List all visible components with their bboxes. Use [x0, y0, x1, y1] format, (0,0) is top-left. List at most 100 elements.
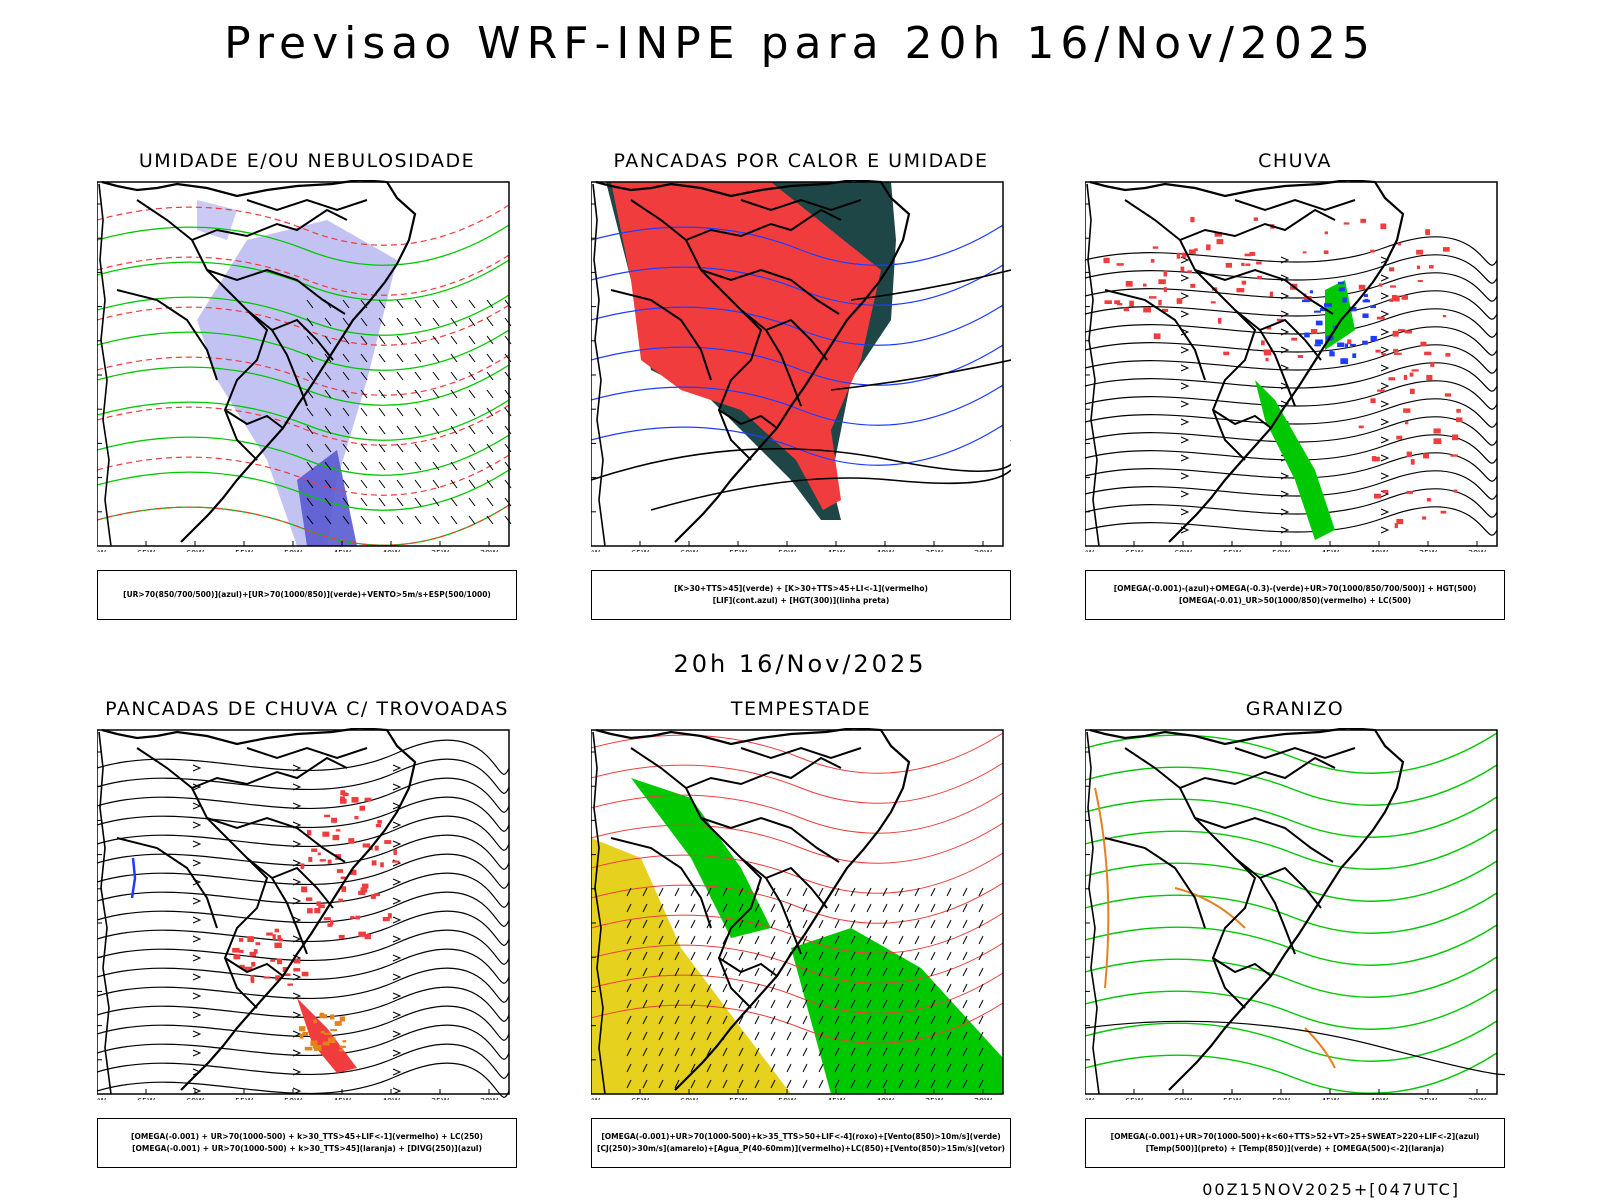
wind-vector: [626, 1015, 632, 1025]
jet-area-yellow: [591, 838, 791, 1094]
wind-vector: [504, 425, 512, 435]
legend-box: [OMEGA(-0.001)-(azul)+OMEGA(-0.3)-(verde…: [1085, 570, 1505, 620]
wind-vector: [378, 497, 386, 507]
precip-cell: [1444, 393, 1452, 397]
wind-vector: [866, 1031, 872, 1041]
wind-vector: [850, 967, 856, 977]
wind-vector: [658, 887, 664, 897]
lon-label: 55W: [729, 549, 747, 552]
precip-cell: [327, 923, 333, 927]
precip-cell: [1344, 343, 1348, 348]
border-line: [1259, 318, 1322, 361]
border-line: [1179, 208, 1336, 241]
wind-vector: [786, 999, 792, 1009]
wind-vector: [738, 983, 744, 993]
border-line: [700, 816, 840, 863]
contour-line: [1085, 956, 1498, 998]
wind-vector: [834, 1015, 840, 1025]
wind-vector: [414, 443, 422, 453]
lon-label: 60W: [186, 1097, 204, 1100]
precip-cell: [1410, 459, 1415, 465]
wind-vector: [414, 335, 422, 345]
streamline: [1085, 506, 1498, 536]
wind-vector: [882, 1079, 888, 1089]
precip-cell: [1104, 300, 1112, 304]
border-line: [765, 866, 828, 909]
wind-vector: [866, 1047, 872, 1057]
precip-cell: [1143, 306, 1152, 313]
wind-vector: [504, 335, 512, 345]
precip-cell: [371, 860, 377, 866]
precip-cell: [1347, 339, 1352, 345]
border-line: [1194, 816, 1334, 863]
wind-vector: [866, 967, 872, 977]
precip-cell: [1373, 493, 1382, 499]
precip-cell: [1187, 270, 1193, 274]
lon-label: 60W: [186, 549, 204, 552]
wind-vector: [450, 335, 458, 345]
wind-vector: [378, 299, 386, 309]
wind-vector: [674, 903, 680, 913]
flow-arrow: [1180, 400, 1190, 408]
humidity-area-blue: [197, 220, 397, 546]
lon-label: 40W: [1370, 1097, 1388, 1100]
flow-arrow: [292, 840, 302, 848]
precip-cell: [320, 1030, 325, 1034]
omega-contour-orange: [1174, 887, 1246, 929]
wind-vector: [450, 407, 458, 417]
precip-cell: [1452, 434, 1459, 441]
wind-vector: [674, 1047, 680, 1057]
precip-cell: [1266, 326, 1272, 330]
wind-vector: [324, 389, 332, 399]
precip-cell: [307, 908, 313, 914]
contour-line: [97, 204, 510, 246]
wind-vector: [378, 353, 386, 363]
lon-label: 35W: [1419, 549, 1437, 552]
west-coastline: [1086, 731, 1100, 1095]
precip-cell: [392, 860, 400, 863]
precip-cell: [1190, 216, 1195, 223]
wind-vector: [486, 479, 494, 489]
lon-label: 30W: [974, 549, 992, 552]
wind-vector: [898, 919, 904, 929]
wind-vector: [882, 967, 888, 977]
wind-vector: [706, 951, 712, 961]
wind-vector: [378, 335, 386, 345]
flow-arrow: [1380, 364, 1390, 372]
wind-vector: [834, 1079, 840, 1089]
precip-cell: [1245, 263, 1251, 266]
lon-label: 55W: [235, 1097, 253, 1100]
wind-vector: [946, 935, 952, 945]
precip-cell: [319, 1012, 324, 1017]
wind-vector: [866, 1063, 872, 1073]
precip-cell: [1389, 267, 1395, 272]
flow-arrow: [1280, 346, 1290, 354]
wind-vector: [342, 515, 350, 525]
flow-arrow: [1380, 274, 1390, 282]
wind-vector: [360, 461, 368, 471]
lon-label: 35W: [1419, 1097, 1437, 1100]
precip-cell: [1363, 294, 1368, 298]
wind-vector: [866, 919, 872, 929]
precip-cell: [1291, 337, 1298, 341]
wind-vector: [690, 1031, 696, 1041]
wind-vector: [834, 999, 840, 1009]
border-line: [116, 837, 218, 929]
wind-vector: [504, 353, 512, 363]
wind-vector: [882, 983, 888, 993]
wind-vector: [770, 919, 776, 929]
precip-cell: [1181, 252, 1187, 258]
border-line: [700, 268, 840, 315]
precip-cell: [293, 968, 301, 972]
precip-cell: [1352, 353, 1357, 358]
wind-vector: [626, 903, 632, 913]
precip-cell: [354, 815, 359, 820]
wind-vector: [360, 407, 368, 417]
precip-cell: [329, 1014, 335, 1020]
flow-arrow: [292, 1049, 302, 1057]
wind-vector: [738, 887, 744, 897]
wind-vector: [898, 1063, 904, 1073]
wind-vector: [802, 967, 808, 977]
wind-vector: [834, 983, 840, 993]
hgt-contour: [650, 469, 1011, 511]
